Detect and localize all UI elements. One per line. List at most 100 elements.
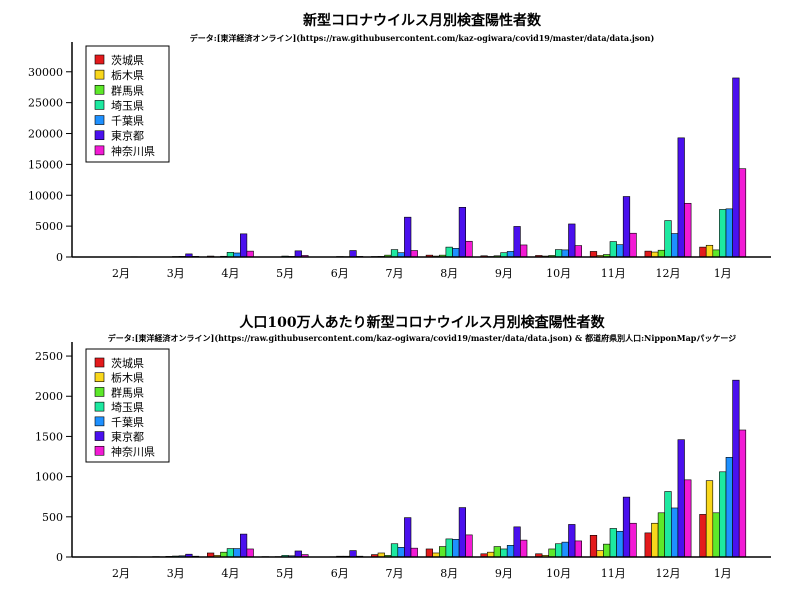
- chart-title: 人口100万人あたり新型コロナウイルス月別検査陽性者数: [239, 314, 605, 331]
- bar-東京都-8月: [458, 207, 467, 258]
- legend-label: 千葉県: [111, 114, 144, 128]
- y-tick-label: 2000: [35, 390, 63, 403]
- legend-swatch: [94, 401, 105, 412]
- bar-神奈川県-9月: [520, 244, 528, 258]
- bar-東京都-5月: [294, 250, 302, 258]
- bar-千葉県-10月: [561, 541, 569, 558]
- bar-埼玉県-12月: [664, 491, 672, 558]
- bar-千葉県-1月: [725, 208, 733, 258]
- legend-swatch: [94, 69, 105, 80]
- bar-茨城県-8月: [425, 548, 434, 558]
- x-tick-label: 9月: [495, 267, 513, 280]
- legend-label: 千葉県: [111, 415, 144, 429]
- bar-埼玉県-8月: [445, 538, 453, 558]
- chart-subtitle: データ:[東洋経済オンライン](https://raw.githubuserco…: [108, 333, 736, 343]
- x-tick-label: 6月: [331, 267, 349, 280]
- bar-神奈川県-12月: [684, 202, 692, 258]
- legend-swatch: [94, 431, 105, 441]
- bar-東京都-6月: [349, 550, 357, 558]
- y-tick-label: 2500: [35, 350, 63, 363]
- bar-茨城県-12月: [644, 250, 652, 258]
- chart-subtitle: データ:[東洋経済オンライン](https://raw.githubuserco…: [190, 33, 655, 43]
- legend-swatch: [94, 445, 105, 456]
- bar-神奈川県-1月: [738, 429, 747, 558]
- legend-swatch: [94, 387, 105, 397]
- bar-群馬県-9月: [493, 546, 501, 558]
- bar-栃木県-1月: [705, 244, 714, 258]
- legend-label: 群馬県: [111, 385, 144, 399]
- legend-swatch: [94, 115, 105, 125]
- bar-東京都-9月: [513, 226, 521, 258]
- legend-label: 茨城県: [111, 53, 144, 67]
- bar-東京都-4月: [240, 533, 248, 558]
- bar-群馬県-1月: [712, 512, 720, 558]
- legend-label: 神奈川県: [111, 144, 155, 158]
- bar-東京都-11月: [622, 496, 631, 558]
- x-tick-label: 5月: [276, 267, 294, 280]
- legend-swatch: [94, 357, 105, 368]
- legend-label: 東京都: [111, 430, 144, 444]
- bar-東京都-6月: [349, 250, 357, 258]
- bar-千葉県-1月: [725, 457, 733, 558]
- bar-神奈川県-4月: [246, 548, 254, 558]
- bar-東京都-9月: [513, 526, 521, 558]
- x-tick-label: 11月: [601, 567, 626, 580]
- bar-千葉県-4月: [233, 548, 241, 558]
- bar-群馬県-1月: [712, 249, 720, 258]
- bar-神奈川県-10月: [574, 540, 582, 558]
- bar-東京都-10月: [568, 524, 576, 558]
- bar-埼玉県-1月: [719, 471, 727, 558]
- chart-title: 新型コロナウイルス月別検査陽性者数: [303, 12, 542, 29]
- bar-埼玉県-9月: [500, 548, 508, 558]
- bar-神奈川県-1月: [738, 168, 747, 258]
- x-tick-label: 8月: [440, 267, 458, 280]
- x-tick-label: 6月: [331, 567, 349, 580]
- bar-千葉県-11月: [616, 244, 624, 258]
- bar-神奈川県-10月: [574, 245, 582, 258]
- bar-東京都-7月: [404, 517, 412, 558]
- bar-埼玉県-8月: [445, 246, 453, 258]
- plot-area: 0 5000 10000 15000 20000 25000 30000 2月 3月 4月 5月 6月…: [28, 42, 771, 280]
- bar-東京都-1月: [732, 379, 740, 558]
- bar-埼玉県-7月: [390, 543, 399, 558]
- bar-神奈川県-8月: [465, 534, 473, 558]
- bar-東京都-12月: [677, 439, 685, 558]
- y-tick-label: 5000: [35, 220, 63, 233]
- x-tick-label: 1月: [714, 567, 732, 580]
- bar-東京都-4月: [240, 233, 248, 258]
- bar-千葉県-12月: [670, 507, 679, 558]
- y-tick-label: 30000: [28, 66, 63, 79]
- y-tick-label: 25000: [28, 97, 63, 110]
- bar-茨城県-1月: [699, 514, 707, 558]
- x-tick-label: 4月: [221, 567, 239, 580]
- x-tick-label: 1月: [714, 267, 732, 280]
- chart-panel-monthly-positives: 新型コロナウイルス月別検査陽性者数 データ:[東洋経済オンライン](https:…: [28, 12, 771, 280]
- bar-群馬県-10月: [548, 548, 556, 558]
- bar-東京都-11月: [622, 196, 631, 258]
- legend-swatch: [94, 130, 105, 141]
- x-tick-label: 7月: [386, 267, 404, 280]
- legend-label: 東京都: [111, 129, 144, 143]
- legend-label: 茨城県: [111, 356, 144, 370]
- bar-東京都-1月: [732, 77, 740, 258]
- bar-栃木県-11月: [596, 550, 604, 558]
- y-tick-label: 10000: [28, 189, 63, 202]
- bar-埼玉県-11月: [609, 241, 617, 258]
- x-tick-label: 5月: [276, 567, 294, 580]
- y-tick-label: 0: [56, 551, 63, 564]
- legend-label: 栃木県: [111, 68, 144, 82]
- x-tick-label: 3月: [167, 267, 185, 280]
- x-tick-label: 10月: [546, 267, 571, 280]
- bar-埼玉県-1月: [719, 209, 727, 258]
- x-tick-label: 12月: [656, 267, 681, 280]
- bar-神奈川県-8月: [465, 240, 473, 258]
- bar-埼玉県-11月: [609, 528, 617, 558]
- bar-栃木県-1月: [705, 480, 714, 558]
- legend-label: 埼玉県: [111, 98, 144, 112]
- x-tick-label: 12月: [656, 567, 681, 580]
- bar-群馬県-12月: [657, 249, 665, 258]
- x-tick-label: 10月: [546, 567, 571, 580]
- bar-埼玉県-4月: [226, 548, 235, 558]
